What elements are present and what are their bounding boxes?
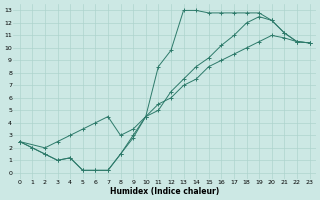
X-axis label: Humidex (Indice chaleur): Humidex (Indice chaleur) [110, 187, 219, 196]
